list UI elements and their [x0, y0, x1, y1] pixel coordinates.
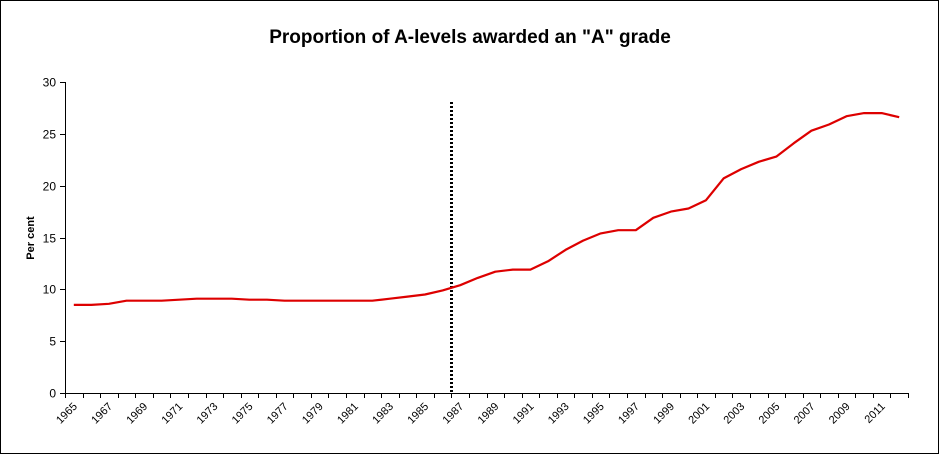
- x-tick-label: 1991: [511, 401, 537, 427]
- marks: [73, 102, 900, 393]
- x-tick-label: 2003: [721, 401, 747, 427]
- x-tick-label: 1973: [195, 401, 221, 427]
- x-tick-label: 1993: [546, 401, 572, 427]
- axes: 0 5 10 15 20 25 30 1965 1967 1969 1971 1973 1975 1977…: [43, 76, 909, 427]
- x-tick-label: 1981: [335, 401, 361, 427]
- y-tick-label: 0: [49, 387, 56, 401]
- x-tick-label: 2005: [757, 401, 783, 427]
- x-tick-label: 1969: [124, 401, 150, 427]
- x-tick-label: 1987: [440, 401, 466, 427]
- y-tick-label: 5: [49, 335, 56, 349]
- x-tick-label: 1995: [581, 401, 607, 427]
- x-tick-label: 1983: [370, 401, 396, 427]
- x-tick-label: 1985: [405, 401, 431, 427]
- x-tick-label: 1997: [616, 401, 642, 427]
- x-tick-label: 2007: [792, 401, 818, 427]
- x-tick-label: 1999: [651, 401, 677, 427]
- x-tick-label: 2009: [827, 401, 853, 427]
- y-tick-label: 20: [43, 180, 57, 194]
- y-tick-label: 10: [43, 283, 57, 297]
- x-tick-label: 1989: [476, 401, 502, 427]
- y-tick-label: 15: [43, 232, 57, 246]
- series-line: [73, 111, 900, 306]
- y-tick-label: 30: [43, 76, 57, 90]
- x-tick-label: 1971: [159, 401, 185, 427]
- x-tick-label: 1965: [54, 401, 80, 427]
- y-axis-label: Per cent: [25, 216, 37, 260]
- x-tick-label: 2011: [863, 401, 888, 426]
- x-tick-label: 1967: [89, 401, 115, 427]
- y-tick-label: 25: [43, 128, 57, 142]
- x-tick-label: 1975: [230, 401, 256, 427]
- x-tick-label: 1977: [265, 401, 291, 427]
- x-tick-label: 1979: [300, 401, 326, 427]
- x-tick-label: 2001: [686, 401, 712, 427]
- chart-title: Proportion of A-levels awarded an "A" gr…: [269, 27, 671, 48]
